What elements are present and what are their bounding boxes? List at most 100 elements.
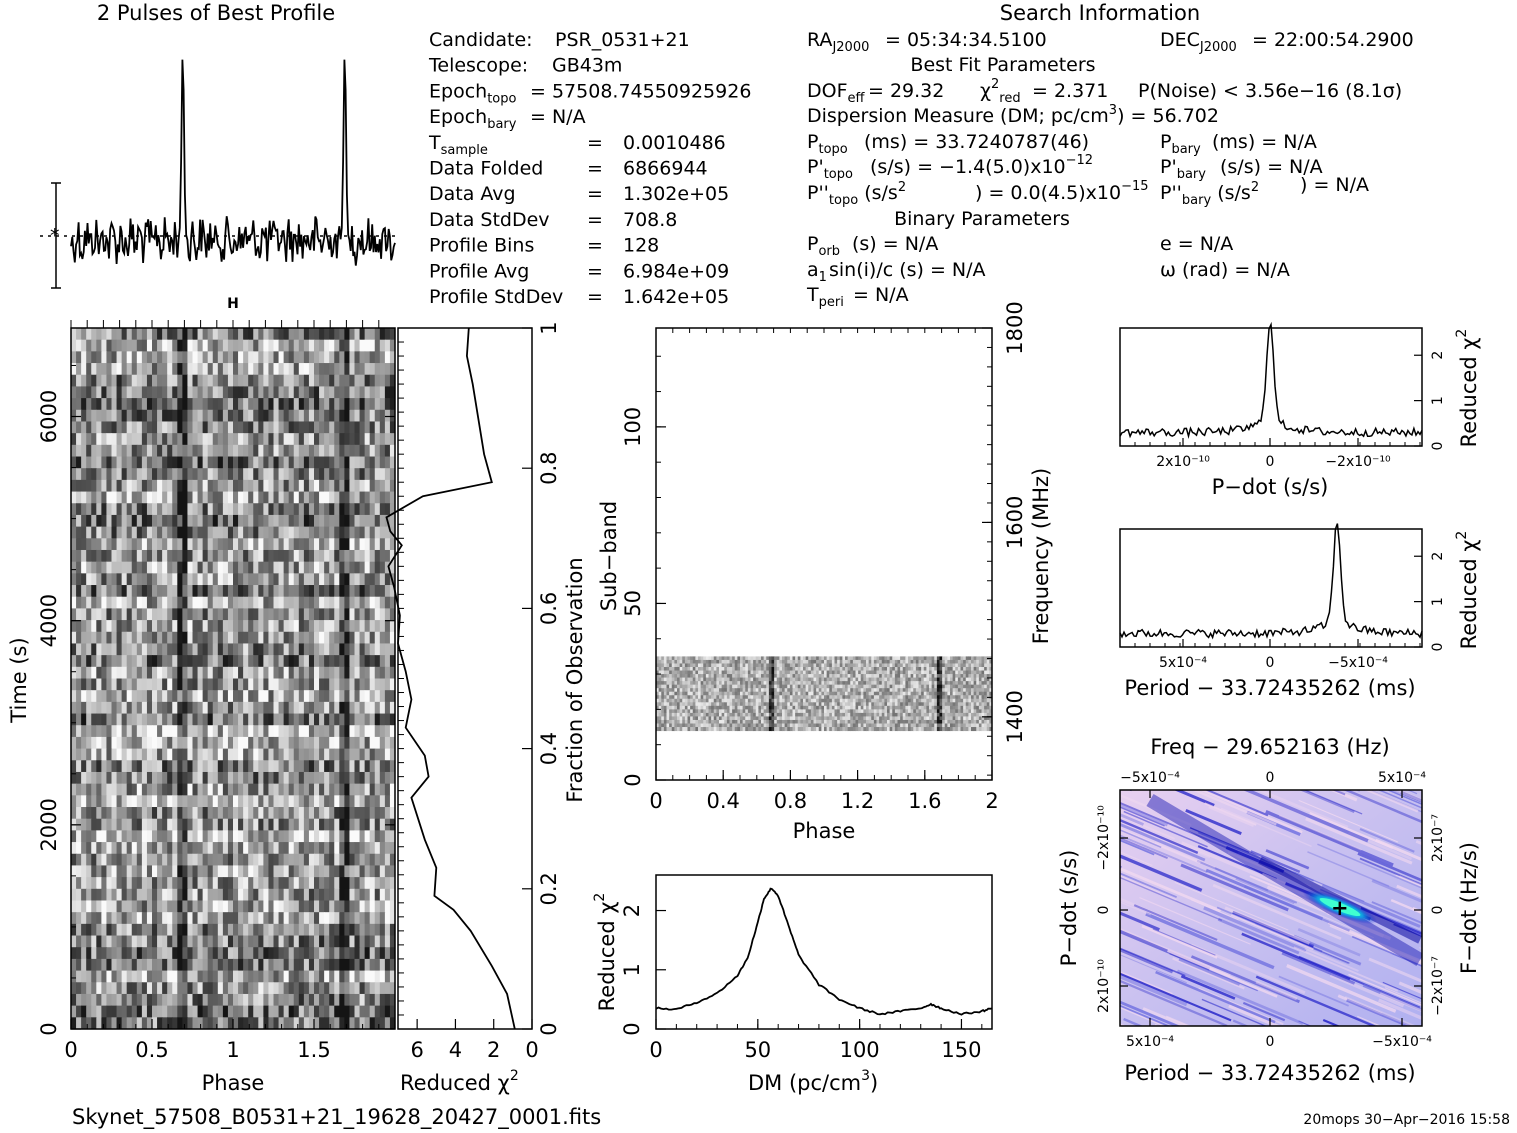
sb-cell xyxy=(740,684,744,689)
tp-cell xyxy=(202,795,209,808)
tp-cell xyxy=(131,363,138,376)
sb-cell xyxy=(976,670,980,675)
tp-cell xyxy=(222,479,229,493)
tp-cell xyxy=(293,888,300,902)
sb-cell xyxy=(913,667,917,672)
sb-cell xyxy=(845,674,849,679)
tp-cell xyxy=(384,795,391,808)
tp-cell xyxy=(136,690,143,703)
tp-cell xyxy=(268,631,275,645)
tp-cell xyxy=(369,456,376,469)
tp-cell xyxy=(141,549,148,563)
tp-cell xyxy=(222,514,229,528)
tp-cell xyxy=(182,573,189,586)
tp-cell xyxy=(238,795,244,808)
info-eq: = xyxy=(587,132,603,154)
tp-cell xyxy=(157,818,163,831)
sb-cell xyxy=(881,659,885,664)
tp-cell xyxy=(364,655,371,668)
sb-cell xyxy=(692,674,696,679)
fraction-tick-label: 1 xyxy=(537,321,561,334)
sb-cell xyxy=(690,656,694,661)
tp-cell xyxy=(359,935,366,948)
tp-cell xyxy=(202,701,209,715)
tp-cell xyxy=(248,655,254,668)
tp-cell xyxy=(303,655,310,668)
tp-cell xyxy=(374,620,381,633)
sb-cell xyxy=(737,663,741,668)
tp-cell xyxy=(81,923,87,937)
tp-cell xyxy=(202,771,209,785)
tp-cell xyxy=(344,374,351,388)
sb-cell xyxy=(690,681,694,686)
tp-cell xyxy=(238,491,244,504)
sb-cell xyxy=(787,656,791,661)
tp-cell xyxy=(111,491,118,504)
sb-cell xyxy=(674,663,678,668)
sb-cell xyxy=(826,677,830,682)
tp-cell xyxy=(172,888,178,902)
tp-cell xyxy=(207,690,214,703)
tp-cell xyxy=(374,386,381,399)
tp-cell xyxy=(329,526,335,539)
tp-cell xyxy=(207,549,214,563)
tp-cell xyxy=(222,351,229,364)
tp-cell xyxy=(192,865,199,878)
tp-cell xyxy=(268,585,275,598)
sb-cell xyxy=(955,670,959,675)
tp-cell xyxy=(162,351,168,364)
sb-cell xyxy=(910,663,914,668)
tp-cell xyxy=(71,807,77,820)
tp-cell xyxy=(136,935,143,948)
tp-cell xyxy=(106,982,113,995)
tp-cell xyxy=(354,888,361,902)
tp-cell xyxy=(222,982,229,995)
tp-cell xyxy=(157,958,163,972)
tp-cell xyxy=(197,608,204,621)
tp-cell xyxy=(187,549,194,563)
sb-cell xyxy=(698,684,702,689)
tp-cell xyxy=(106,736,113,750)
tp-cell xyxy=(167,678,173,691)
tp-cell xyxy=(172,456,178,469)
tp-cell xyxy=(152,865,158,878)
tp-cell xyxy=(324,877,330,890)
chi2-tick-label: 2 xyxy=(487,1038,500,1062)
tp-cell xyxy=(349,620,356,633)
profile-title: 2 Pulses of Best Profile xyxy=(97,1,335,25)
tp-cell xyxy=(233,842,239,855)
tp-cell xyxy=(334,853,340,867)
tp-cell xyxy=(162,993,168,1007)
tp-cell xyxy=(248,351,254,364)
tp-cell xyxy=(258,491,264,504)
tp-cell xyxy=(177,561,183,574)
tp-cell xyxy=(248,853,254,867)
sb-cell xyxy=(902,677,906,682)
sb-cell xyxy=(908,656,912,661)
tp-cell xyxy=(319,561,325,574)
tp-cell xyxy=(71,655,77,668)
tp-cell xyxy=(86,479,92,493)
sb-cell xyxy=(910,656,914,661)
tp-cell xyxy=(314,900,320,913)
sb-cell xyxy=(860,667,864,672)
tp-cell xyxy=(141,386,148,399)
tp-cell xyxy=(227,771,234,785)
tp-cell xyxy=(136,655,143,668)
tp-cell xyxy=(86,444,92,458)
tp-cell xyxy=(192,970,199,983)
tp-cell xyxy=(384,760,391,773)
tp-cell xyxy=(121,491,128,504)
sb-cell xyxy=(779,677,783,682)
tp-cell xyxy=(308,596,315,609)
tp-cell xyxy=(293,503,300,516)
sb-cell xyxy=(679,677,683,682)
tp-cell xyxy=(227,538,234,551)
sb-cell xyxy=(708,674,712,679)
sb-cell xyxy=(921,674,925,679)
tp-cell xyxy=(278,795,285,808)
sb-cell xyxy=(700,677,704,682)
tp-cell xyxy=(182,374,189,388)
tp-cell xyxy=(86,771,92,785)
sb-cell xyxy=(942,667,946,672)
